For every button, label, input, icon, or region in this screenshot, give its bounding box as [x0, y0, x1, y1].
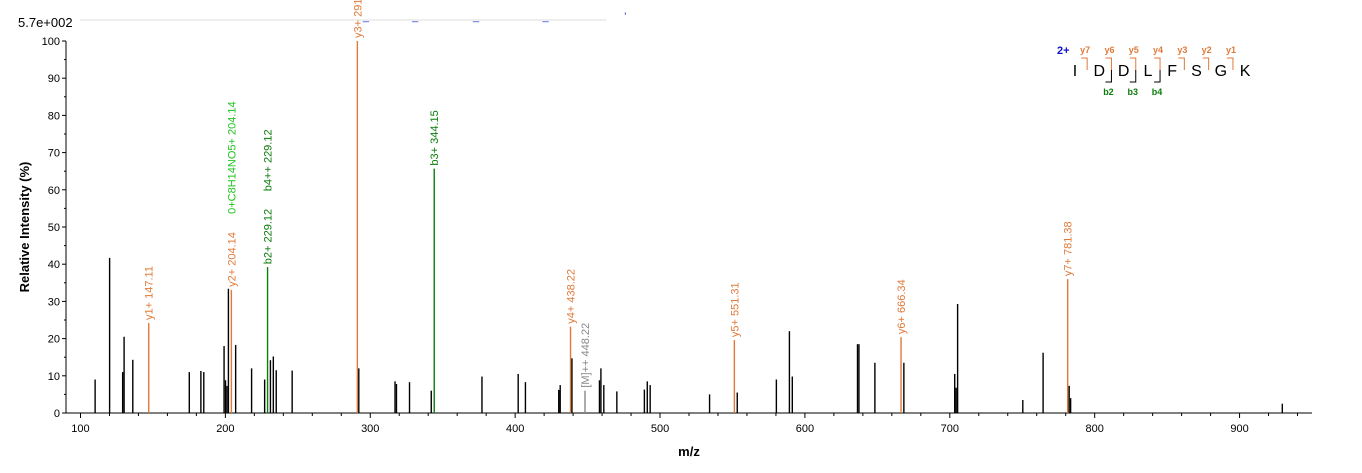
y-ion-label: y2 [1202, 45, 1212, 55]
b-ion-label: b4 [1152, 87, 1163, 97]
y-tick-label: 60 [48, 185, 60, 197]
peak-label: b3+ 344.15 [429, 110, 441, 165]
peak-label: y5+ 551.31 [729, 282, 741, 337]
y-tick-label: 90 [48, 73, 60, 85]
x-axis-title: m/z [678, 444, 700, 459]
y-tick-label: 40 [48, 259, 60, 271]
y-cleavage-mark [1154, 57, 1161, 70]
chart-peak-labels: y1+ 147.11 y2+ 204.14 b2+ 229.12 y3+ 291.1 b… [144, 0, 1075, 388]
chart-axes [65, 41, 1312, 414]
residue: D [1094, 63, 1106, 80]
peak-label: y4+ 438.22 [566, 269, 578, 324]
b-ion-label: b2 [1103, 87, 1114, 97]
peak-label: y2+ 204.14 [226, 232, 238, 287]
y-tick-label: 70 [48, 148, 60, 160]
max-intensity-label: 5.7e+002 [18, 15, 73, 30]
x-tick-label: 300 [361, 423, 379, 435]
x-tick-label: 900 [1230, 423, 1248, 435]
b-cleavage-mark [1105, 70, 1112, 83]
residue: F [1167, 63, 1177, 80]
x-tick-label: 700 [941, 423, 959, 435]
y-tick-label: 20 [48, 334, 60, 346]
x-tick-label: 600 [796, 423, 814, 435]
y-tick-label: 0 [54, 408, 60, 420]
peak-label-extra: b4++ 229.12 [263, 129, 275, 191]
x-tick-label: 500 [651, 423, 669, 435]
residue: D [1118, 63, 1130, 80]
charge-state: 2+ [1057, 45, 1070, 57]
y-cleavage-mark [1178, 57, 1185, 70]
b-cleavage-mark [1129, 70, 1137, 83]
chart-top-marks: _ _ _ _ ' [80, 11, 626, 23]
top-mark: _ [472, 11, 480, 23]
x-tick-label: 800 [1085, 423, 1103, 435]
y-cleavage-mark [1105, 57, 1112, 70]
residue: L [1143, 63, 1152, 80]
top-mark: _ [411, 11, 419, 23]
y-ion-label: y1 [1226, 45, 1236, 55]
y-ion-label: y6 [1104, 45, 1114, 55]
x-tick-label: 400 [506, 423, 524, 435]
residue: G [1215, 63, 1227, 80]
y-tick-label: 50 [48, 222, 60, 234]
chart-peaks [94, 41, 1283, 413]
y-tick-label: 30 [48, 296, 60, 308]
y-tick-label: 100 [42, 36, 60, 48]
residue: S [1191, 63, 1202, 80]
peak-label: y3+ 291.1 [352, 0, 364, 38]
peak-label: y6+ 666.34 [896, 279, 908, 334]
y-ion-label: y5 [1129, 45, 1139, 55]
residue: K [1240, 63, 1251, 80]
y-axis-title: Relative Intensity (%) [17, 162, 32, 293]
top-mark: _ [362, 11, 370, 23]
chart-ticks: 0 10 20 30 40 50 60 70 80 90 100 100 200 300 400 500 600… [42, 36, 1299, 435]
y-tick-label: 10 [48, 371, 60, 383]
residue: I [1073, 63, 1077, 80]
top-mark: ' [624, 11, 626, 23]
b-ion-label: b3 [1127, 87, 1138, 97]
y-cleavage-mark [1202, 57, 1210, 70]
y-cleavage-mark [1226, 57, 1234, 70]
y-ion-label: y7 [1080, 45, 1090, 55]
y-tick-label: 80 [48, 110, 60, 122]
peak-label: b2+ 229.12 [263, 209, 275, 264]
peak-label: [M]++ 448.22 [580, 323, 592, 388]
y-cleavage-mark [1129, 57, 1137, 70]
y-cleavage-mark [1081, 57, 1088, 70]
y-ion-label: y4 [1153, 45, 1163, 55]
peak-label: y1+ 147.11 [144, 266, 156, 320]
x-tick-label: 100 [71, 423, 89, 435]
x-tick-label: 200 [216, 423, 234, 435]
b-cleavage-mark [1154, 70, 1161, 83]
y-ion-label: y3 [1177, 45, 1187, 55]
peak-label: y7+ 781.38 [1063, 221, 1075, 276]
top-mark: _ [542, 11, 550, 23]
peak-label-extra: 0+C8H14NO5+ 204.14 [226, 101, 238, 214]
